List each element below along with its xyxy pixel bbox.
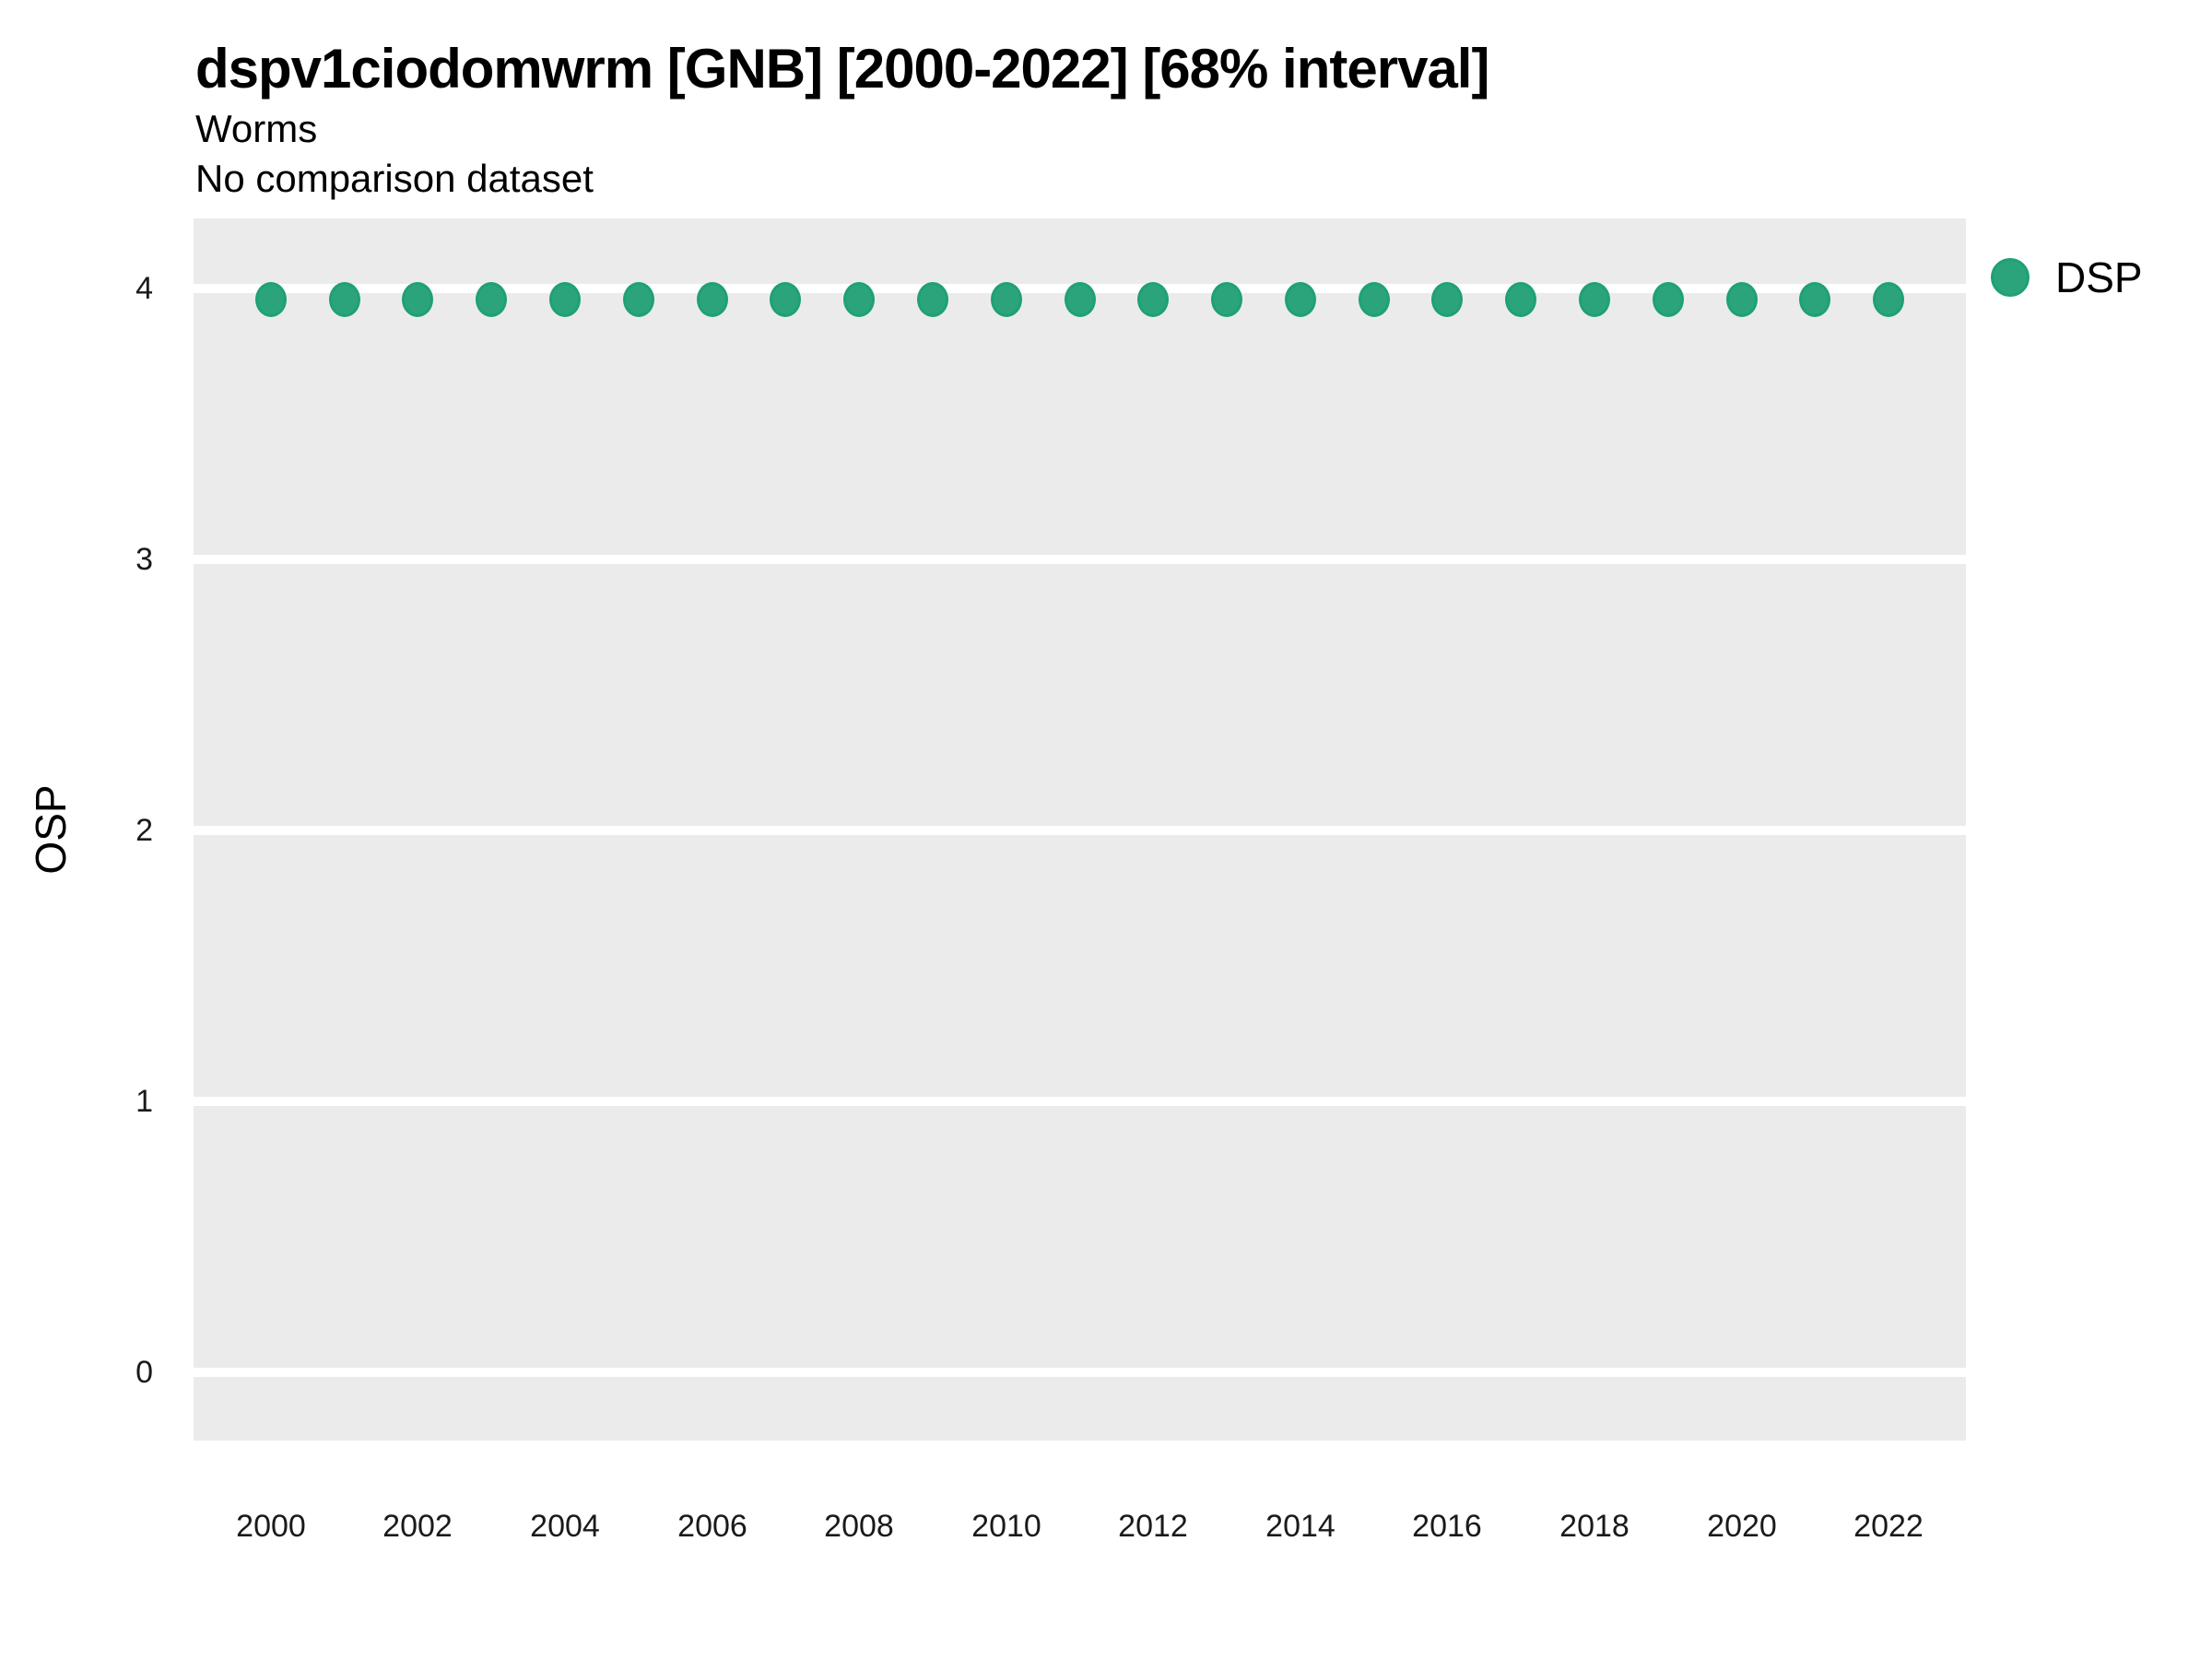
data-point-dsp-2020 bbox=[1726, 282, 1758, 317]
data-point-dsp-2002 bbox=[402, 282, 433, 317]
x-tick-label-2004: 2004 bbox=[530, 1509, 600, 1544]
y-tick-label-4: 4 bbox=[135, 271, 153, 306]
data-point-dsp-2011 bbox=[1065, 282, 1096, 317]
x-tick-label-2016: 2016 bbox=[1412, 1509, 1482, 1544]
plot-panel bbox=[194, 218, 1966, 1441]
x-tick-label-2010: 2010 bbox=[971, 1509, 1041, 1544]
y-tick-label-0: 0 bbox=[135, 1355, 153, 1390]
legend-label: DSP bbox=[2055, 253, 2143, 301]
data-point-dsp-2008 bbox=[843, 282, 875, 317]
data-point-dsp-2007 bbox=[770, 282, 801, 317]
gridline-y-0 bbox=[194, 1368, 1966, 1377]
gridline-y-3 bbox=[194, 555, 1966, 564]
x-tick-label-2020: 2020 bbox=[1707, 1509, 1777, 1544]
data-point-dsp-2017 bbox=[1505, 282, 1536, 317]
legend-point-icon bbox=[1991, 258, 2030, 297]
data-point-dsp-2018 bbox=[1579, 282, 1610, 317]
data-point-dsp-2019 bbox=[1653, 282, 1684, 317]
data-point-dsp-2016 bbox=[1431, 282, 1463, 317]
x-tick-label-2014: 2014 bbox=[1265, 1509, 1335, 1544]
y-tick-label-1: 1 bbox=[135, 1084, 153, 1119]
gridline-y-2 bbox=[194, 826, 1966, 835]
data-point-dsp-2001 bbox=[329, 282, 360, 317]
gridline-y-1 bbox=[194, 1097, 1966, 1106]
y-tick-label-3: 3 bbox=[135, 542, 153, 577]
data-point-dsp-2000 bbox=[255, 282, 287, 317]
data-point-dsp-2012 bbox=[1137, 282, 1169, 317]
x-tick-label-2000: 2000 bbox=[236, 1509, 306, 1544]
y-tick-label-2: 2 bbox=[135, 813, 153, 848]
data-point-dsp-2003 bbox=[476, 282, 507, 317]
data-point-dsp-2005 bbox=[623, 282, 654, 317]
chart-subtitle-comparison: No comparison dataset bbox=[195, 157, 594, 200]
data-point-dsp-2013 bbox=[1211, 282, 1242, 317]
x-tick-label-2002: 2002 bbox=[382, 1509, 453, 1544]
data-point-dsp-2015 bbox=[1359, 282, 1390, 317]
y-axis-title: OSP bbox=[27, 784, 75, 875]
x-tick-label-2018: 2018 bbox=[1559, 1509, 1630, 1544]
data-point-dsp-2022 bbox=[1873, 282, 1904, 317]
data-point-dsp-2014 bbox=[1285, 282, 1316, 317]
legend: DSP bbox=[1991, 253, 2143, 302]
data-point-dsp-2010 bbox=[991, 282, 1022, 317]
x-tick-label-2008: 2008 bbox=[824, 1509, 894, 1544]
x-tick-label-2022: 2022 bbox=[1853, 1509, 1924, 1544]
data-point-dsp-2021 bbox=[1799, 282, 1830, 317]
data-point-dsp-2004 bbox=[549, 282, 581, 317]
x-tick-label-2012: 2012 bbox=[1118, 1509, 1188, 1544]
data-point-dsp-2009 bbox=[917, 282, 948, 317]
x-tick-label-2006: 2006 bbox=[677, 1509, 747, 1544]
chart-title: dspv1ciodomwrm [GNB] [2000-2022] [68% in… bbox=[195, 38, 1489, 100]
chart-subtitle-species: Worms bbox=[195, 107, 318, 150]
data-point-dsp-2006 bbox=[697, 282, 728, 317]
